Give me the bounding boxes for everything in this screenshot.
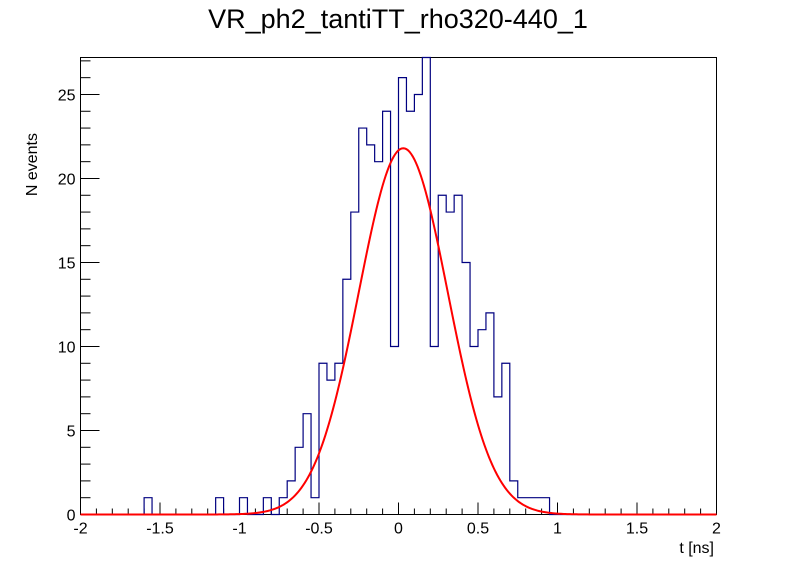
x-tick-label: 2 (712, 521, 721, 538)
y-tick-label: 15 (58, 255, 76, 272)
x-tick-label: -0.5 (305, 521, 333, 538)
x-tick-label: -2 (73, 521, 87, 538)
x-tick-label: 0.5 (467, 521, 489, 538)
x-tick-label: 0 (394, 521, 403, 538)
x-tick-label: -1 (232, 521, 246, 538)
x-tick-label: 1.5 (626, 521, 648, 538)
gaussian-fit-curve (80, 147, 717, 516)
y-tick-label: 20 (58, 171, 76, 188)
x-tick-label: 1 (553, 521, 562, 538)
histogram-series (80, 56, 717, 516)
y-tick-label: 0 (67, 508, 76, 525)
y-axis-ticks: 0 5 10 15 20 25 (58, 60, 100, 525)
y-tick-label: 10 (58, 339, 76, 356)
y-tick-label: 5 (67, 423, 76, 440)
y-axis-title: N events (24, 133, 41, 196)
chart-title: VR_ph2_tantiTT_rho320-440_1 (208, 4, 588, 34)
x-axis-title: t [ns] (679, 540, 714, 557)
x-tick-label: -1.5 (146, 521, 174, 538)
y-tick-label: 25 (58, 87, 76, 104)
x-axis-ticks: -2 -1.5 -1 -0.5 0 0.5 1 1.5 2 (73, 502, 721, 538)
